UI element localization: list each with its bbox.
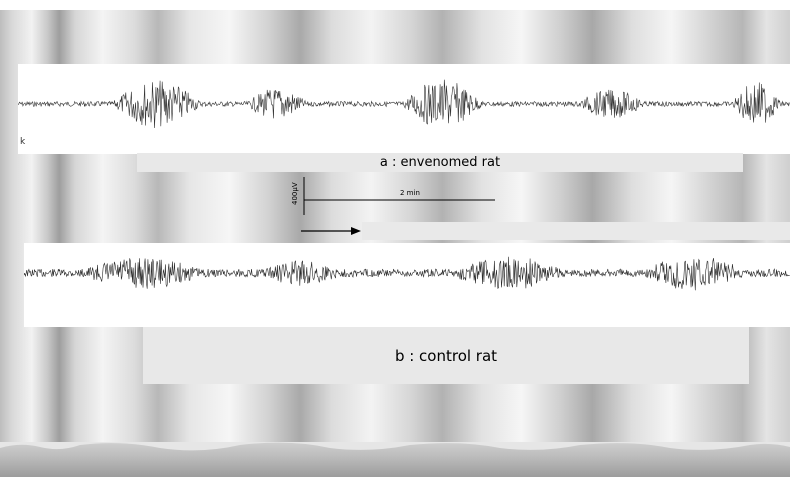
trace-panel-control (24, 243, 790, 327)
amplitude-scale-label: 400µV (291, 182, 299, 205)
label-bar-envenomed: a : envenomed rat (137, 153, 743, 172)
panel-a-label: a : envenomed rat (379, 155, 501, 170)
trace-panel-envenomed (18, 64, 790, 154)
panel-b-label: b : control rat (394, 346, 498, 365)
curtain-bottom (0, 442, 790, 477)
separator-strip (362, 222, 790, 240)
trace-line (24, 256, 790, 291)
emg-trace-control (24, 256, 790, 291)
trace-line (18, 79, 790, 129)
time-scale-label: 2 min (400, 189, 420, 197)
arrow-right-icon (351, 227, 361, 235)
side-marker: k (20, 137, 26, 147)
scale-bar: 400µV 2 min (291, 177, 495, 235)
label-bar-control: b : control rat (143, 327, 749, 384)
top-band (0, 0, 790, 10)
emg-trace-envenomed (18, 79, 790, 129)
